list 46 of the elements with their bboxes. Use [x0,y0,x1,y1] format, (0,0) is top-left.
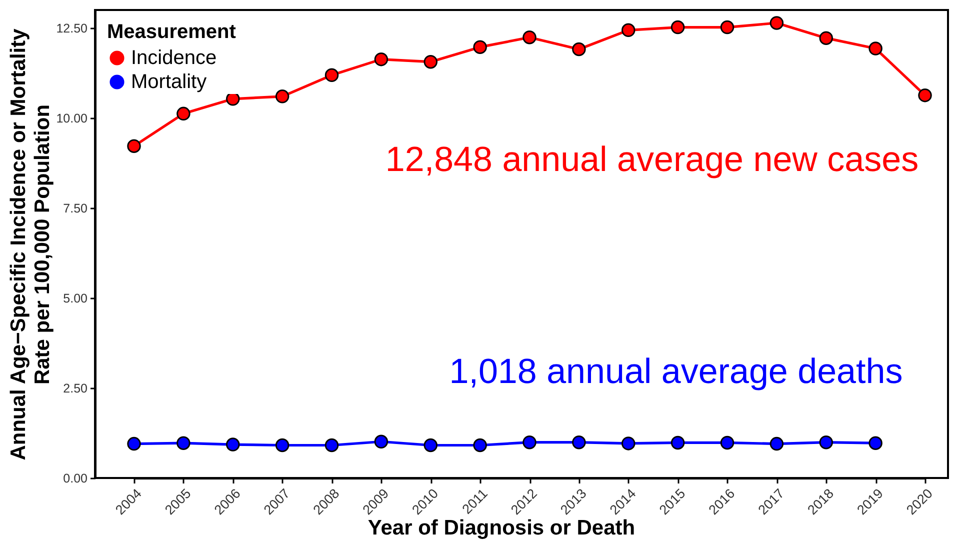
point [176,436,190,450]
point [720,20,734,34]
point [918,88,932,102]
point [374,52,388,66]
y-axis-title: Annual Age−Specific Incidence or Mortality Rate per 100,000 Population [7,28,54,460]
y-tick-label: 12.50 [56,22,88,36]
point [868,436,882,450]
point [424,438,438,452]
point [522,30,536,44]
annotation: 12,848 annual average new cases [385,140,919,179]
point [324,438,339,452]
point [770,16,784,30]
legend-label: Incidence [131,47,217,69]
point [275,90,290,104]
point [473,438,487,452]
point [720,436,734,450]
point [226,438,240,452]
point [176,106,190,121]
point [522,436,536,450]
y-tick-label: 2.50 [63,382,88,396]
point [324,68,339,82]
point [670,20,685,34]
point [127,436,141,451]
x-axis-title: Year of Diagnosis or Death [368,516,636,540]
point [670,436,685,450]
point [473,40,487,54]
point [374,434,388,448]
point [819,31,833,45]
point [868,42,882,56]
annotation: 1,018 annual average deaths [449,352,903,391]
point [127,139,141,153]
point [424,54,438,69]
point [572,436,586,450]
legend-title: Measurement [107,21,236,43]
y-tick-label: 10.00 [56,112,88,126]
y-tick-label: 7.50 [63,202,88,216]
point [622,23,636,38]
point [622,436,636,450]
point [275,438,290,452]
point [819,436,833,450]
y-tick-label: 5.00 [63,292,88,306]
point [572,42,586,56]
legend-label: Mortality [131,71,207,93]
y-tick-label: 0.00 [63,472,88,486]
point [226,92,240,106]
point [770,436,784,451]
